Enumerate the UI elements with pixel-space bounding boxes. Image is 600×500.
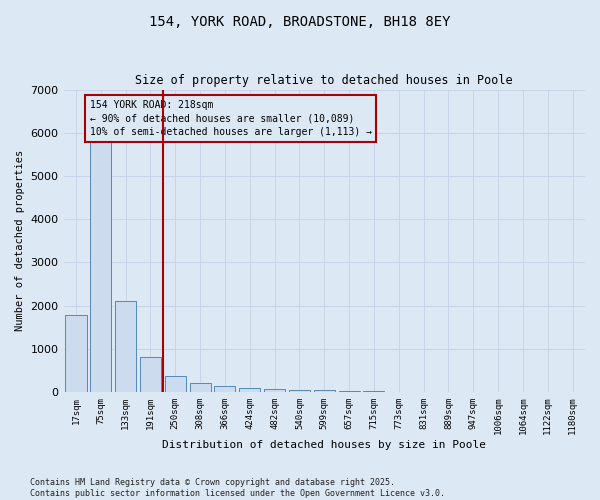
Bar xyxy=(239,388,260,392)
Bar xyxy=(214,386,235,392)
Bar xyxy=(115,301,136,392)
Text: Contains HM Land Registry data © Crown copyright and database right 2025.
Contai: Contains HM Land Registry data © Crown c… xyxy=(30,478,445,498)
Bar xyxy=(65,315,86,392)
X-axis label: Distribution of detached houses by size in Poole: Distribution of detached houses by size … xyxy=(162,440,486,450)
Bar xyxy=(338,391,359,392)
Bar xyxy=(314,390,335,392)
Text: 154 YORK ROAD: 218sqm
← 90% of detached houses are smaller (10,089)
10% of semi-: 154 YORK ROAD: 218sqm ← 90% of detached … xyxy=(89,100,371,137)
Title: Size of property relative to detached houses in Poole: Size of property relative to detached ho… xyxy=(136,74,513,87)
Y-axis label: Number of detached properties: Number of detached properties xyxy=(15,150,25,332)
Text: 154, YORK ROAD, BROADSTONE, BH18 8EY: 154, YORK ROAD, BROADSTONE, BH18 8EY xyxy=(149,15,451,29)
Bar xyxy=(165,376,186,392)
Bar xyxy=(264,388,285,392)
Bar xyxy=(90,142,112,392)
Bar xyxy=(140,357,161,392)
Bar xyxy=(289,390,310,392)
Bar xyxy=(190,383,211,392)
